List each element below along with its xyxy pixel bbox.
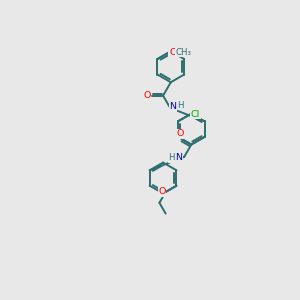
Text: H: H — [168, 153, 175, 162]
Text: N: N — [169, 102, 176, 111]
Text: N: N — [175, 153, 182, 162]
Text: Cl: Cl — [191, 110, 200, 118]
Text: O: O — [176, 129, 184, 138]
Text: O: O — [143, 91, 150, 100]
Text: O: O — [169, 48, 176, 57]
Text: CH₃: CH₃ — [176, 48, 192, 57]
Text: H: H — [177, 100, 184, 109]
Text: O: O — [158, 188, 166, 196]
